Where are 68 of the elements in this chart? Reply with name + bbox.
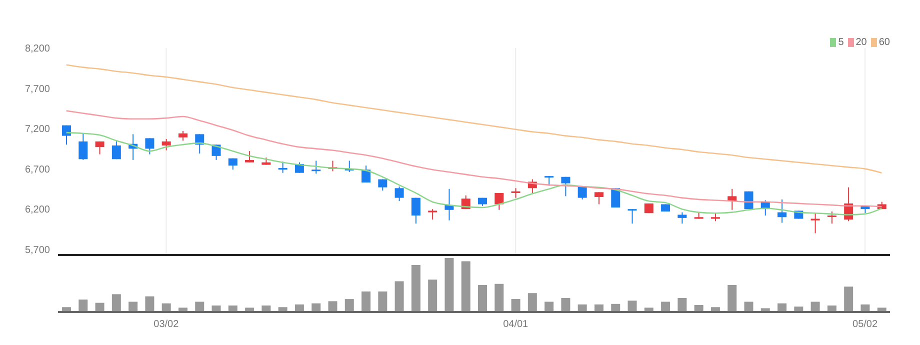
x-tick-label: 03/02 xyxy=(154,319,180,330)
candlestick xyxy=(778,198,787,224)
y-tick-label: 7,700 xyxy=(24,84,50,95)
candlestick xyxy=(594,192,604,205)
candlestick xyxy=(362,165,371,184)
candlestick xyxy=(411,197,420,224)
candlestick xyxy=(162,138,171,151)
bar xyxy=(561,298,570,312)
bar xyxy=(362,291,371,312)
candlestick xyxy=(78,132,88,160)
candlestick xyxy=(178,130,188,142)
candlestick xyxy=(810,212,820,234)
bar xyxy=(78,300,88,312)
x-tick-label: 05/02 xyxy=(852,319,878,330)
candlestick xyxy=(394,186,404,202)
legend-label: 5 xyxy=(837,37,844,48)
candlestick xyxy=(611,188,620,208)
bar xyxy=(511,299,520,312)
legend-label: 20 xyxy=(854,37,867,48)
candlestick xyxy=(112,140,121,160)
bar xyxy=(744,302,754,312)
x-tick-label: 04/01 xyxy=(503,319,529,330)
y-tick-label: 8,200 xyxy=(24,44,50,55)
candlestick xyxy=(444,188,454,221)
bar xyxy=(394,281,404,312)
bar xyxy=(112,294,121,312)
bar xyxy=(145,296,154,312)
bar xyxy=(844,286,854,312)
candlestick xyxy=(678,212,687,224)
bar xyxy=(678,298,687,312)
bar xyxy=(528,293,537,312)
bar xyxy=(628,300,637,312)
candlestick xyxy=(578,186,587,200)
y-tick-label: 6,200 xyxy=(24,204,50,216)
candlestick xyxy=(628,208,637,224)
bar xyxy=(378,291,388,312)
candlestick xyxy=(278,161,288,174)
line-series xyxy=(66,64,882,174)
candlestick xyxy=(827,211,836,224)
y-tick-label: 5,700 xyxy=(24,244,50,256)
y-tick-label: 6,700 xyxy=(24,164,50,176)
bar xyxy=(128,302,138,312)
bar xyxy=(494,284,504,312)
candlestick xyxy=(511,188,520,198)
candlestick xyxy=(145,138,154,155)
bar xyxy=(661,302,670,312)
candlestick xyxy=(428,208,438,220)
candlestick xyxy=(95,140,104,155)
bar xyxy=(411,265,420,312)
bar xyxy=(478,285,487,312)
candlestick xyxy=(494,192,504,210)
bar xyxy=(344,299,354,312)
candlestick xyxy=(728,188,737,210)
y-tick-label: 7,200 xyxy=(24,124,50,136)
bar xyxy=(328,301,338,312)
candlestick xyxy=(561,176,570,197)
candlestick xyxy=(312,160,321,174)
bar xyxy=(428,280,438,312)
bar xyxy=(544,302,554,312)
candlestick xyxy=(245,150,254,163)
bar xyxy=(444,258,454,312)
bar xyxy=(461,261,470,312)
bar xyxy=(728,285,737,312)
candlestick xyxy=(212,144,221,160)
legend-label: 60 xyxy=(878,37,890,48)
bar xyxy=(195,302,204,312)
bar xyxy=(810,302,820,312)
candlestick xyxy=(544,176,554,186)
